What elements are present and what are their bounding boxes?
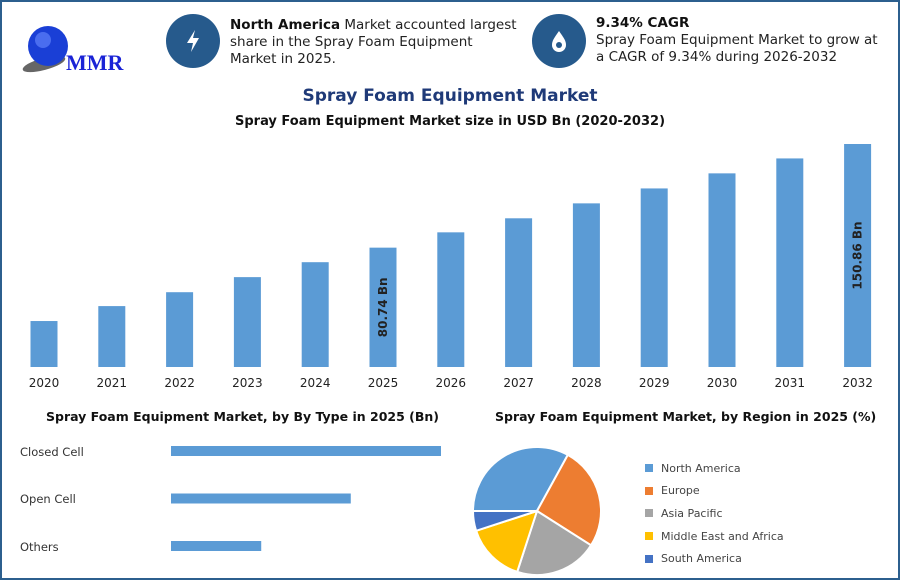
info-bold: 9.34% CAGR [596,15,690,31]
legend-swatch [645,554,653,563]
bar [640,188,668,367]
pie-slice [535,453,602,547]
info-cagr: 9.34% CAGR Spray Foam Equipment Market to… [596,15,886,66]
data-label: 80.74 Bn [376,277,390,337]
x-tick-label: 2029 [639,376,670,390]
legend-item: Middle East and Africa [645,525,784,548]
droplet-icon [532,14,586,68]
svg-text:MMR: MMR [66,50,125,75]
bar [98,306,126,367]
data-label: 150.86 Bn [851,221,865,289]
chart-title: Spray Foam Equipment Market [302,86,598,106]
legend-swatch [645,486,653,495]
type-bar [171,493,351,504]
x-tick-label: 2023 [232,376,263,390]
bar [369,247,397,367]
x-tick-label: 2025 [368,376,399,390]
lightning-icon [166,14,220,68]
bar [166,292,194,367]
legend-label: Middle East and Africa [661,529,784,543]
bar [437,232,465,367]
info-text: Market accounted largest share in the Sp… [230,17,517,67]
region-chart-title: Spray Foam Equipment Market, by Region i… [495,409,877,424]
pie-legend: North America Europe Asia Pacific Middle… [645,457,784,570]
x-tick-label: 2027 [503,376,534,390]
x-tick-label: 2026 [436,376,467,390]
legend-label: North America [661,461,741,475]
legend-label: Europe [661,484,700,498]
x-tick-label: 2024 [300,376,331,390]
bar [708,173,736,367]
x-tick-label: 2021 [97,376,128,390]
pie-slice [471,510,538,533]
legend-swatch [645,509,653,518]
legend-label: Asia Pacific [661,506,723,520]
x-tick-label: 2028 [571,376,602,390]
x-tick-label: 2032 [842,376,873,390]
bar [505,218,533,367]
x-tick-label: 2030 [707,376,738,390]
info-bold: North America [230,17,341,33]
type-bar [171,446,441,456]
bar [572,203,600,367]
legend-label: South America [661,552,742,566]
bar [844,144,872,367]
legend-swatch [645,464,653,473]
info-north-america: North America Market accounted largest s… [230,17,520,68]
bar [233,277,261,367]
x-tick-label: 2031 [775,376,806,390]
type-label: Open Cell [20,492,76,506]
bar [776,158,804,367]
legend-item: South America [645,547,784,570]
mmr-logo: MMR [18,22,138,82]
type-label: Others [20,540,59,554]
pie-slice [471,446,570,512]
bar [301,262,329,367]
type-bar [171,541,262,551]
type-label: Closed Cell [20,445,84,459]
type-chart-title: Spray Foam Equipment Market, by By Type … [46,409,439,424]
legend-item: North America [645,457,784,480]
chart-subtitle: Spray Foam Equipment Market size in USD … [234,114,666,129]
legend-item: Europe [645,480,784,503]
info-text: Spray Foam Equipment Market to grow at a… [596,32,878,65]
pie-slice [515,509,593,576]
x-tick-label: 2020 [29,376,60,390]
legend-swatch [645,532,653,541]
bar [30,321,58,367]
legend-item: Asia Pacific [645,502,784,525]
x-tick-label: 2022 [164,376,195,390]
